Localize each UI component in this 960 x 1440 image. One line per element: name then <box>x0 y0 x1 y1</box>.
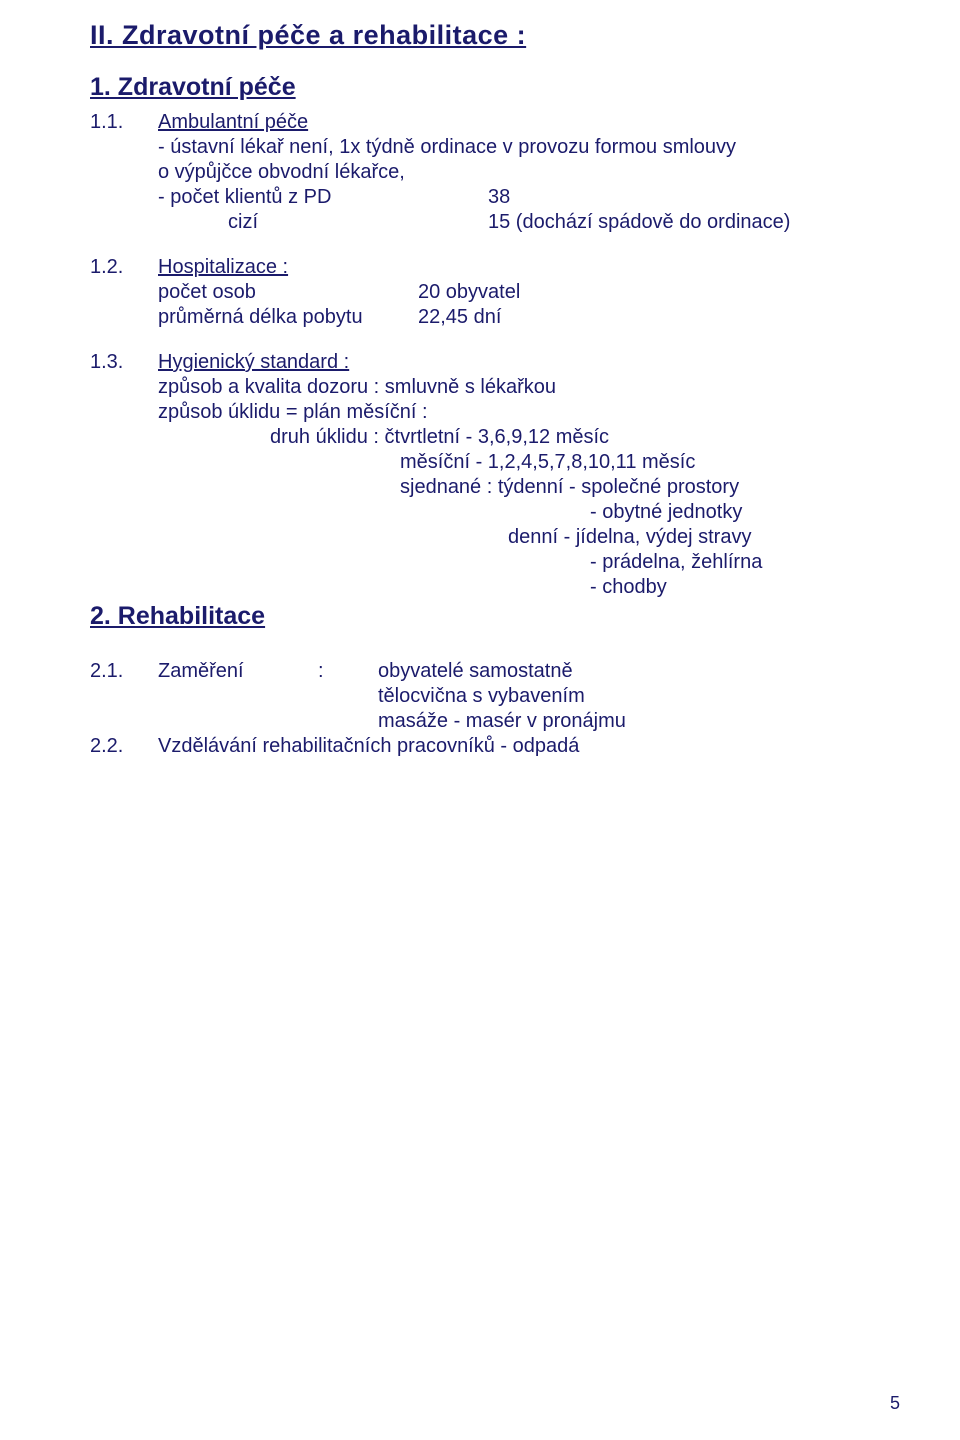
value: 15 (dochází spádově do ordinace) <box>488 210 790 235</box>
subsection-2-heading: 2. Rehabilitace <box>90 602 870 631</box>
item-title: Hospitalizace : <box>158 255 288 280</box>
value: obyvatelé samostatně <box>378 659 573 684</box>
colon: : <box>318 659 378 684</box>
line: druh úklidu : čtvrtletní - 3,6,9,12 měsí… <box>90 425 870 450</box>
line: - prádelna, žehlírna <box>90 550 870 575</box>
line: o výpůjčce obvodní lékařce, <box>90 160 870 185</box>
line: denní - jídelna, výdej stravy <box>90 525 870 550</box>
line: - chodby <box>90 575 870 600</box>
item-num: 1.1. <box>90 110 158 135</box>
line: způsob úklidu = plán měsíční : <box>90 400 870 425</box>
line: Vzdělávání rehabilitačních pracovníků - … <box>158 734 579 759</box>
value: 38 <box>488 185 510 210</box>
item-1-3: 1.3. Hygienický standard : způsob a kval… <box>90 350 870 600</box>
page-number: 5 <box>890 1393 900 1414</box>
line: měsíční - 1,2,4,5,7,8,10,11 měsíc <box>90 450 870 475</box>
item-title: Hygienický standard : <box>158 350 349 375</box>
line: - obytné jednotky <box>90 500 870 525</box>
value: masáže - masér v pronájmu <box>90 709 870 734</box>
value: 22,45 dní <box>418 305 501 330</box>
value: 20 obyvatel <box>418 280 520 305</box>
line: způsob a kvalita dozoru : smluvně s léka… <box>90 375 870 400</box>
line: - ústavní lékař není, 1x týdně ordinace … <box>90 135 870 160</box>
label: Zaměření <box>158 659 318 684</box>
item-num: 2.1. <box>90 659 158 684</box>
item-1-1: 1.1. Ambulantní péče - ústavní lékař nen… <box>90 110 870 235</box>
item-1-2: 1.2. Hospitalizace : počet osob 20 obyva… <box>90 255 870 330</box>
item-title: Ambulantní péče <box>158 110 308 135</box>
item-2-2: 2.2. Vzdělávání rehabilitačních pracovní… <box>90 734 870 759</box>
line: sjednané : týdenní - společné prostory <box>90 475 870 500</box>
subsection-1-heading: 1. Zdravotní péče <box>90 73 870 102</box>
item-2-1: 2.1. Zaměření : obyvatelé samostatně těl… <box>90 659 870 734</box>
item-num: 2.2. <box>90 734 158 759</box>
line: cizí <box>158 210 418 235</box>
item-num: 1.3. <box>90 350 158 375</box>
section-title: II. Zdravotní péče a rehabilitace : <box>90 20 870 51</box>
value: tělocvična s vybavením <box>90 684 870 709</box>
line: - počet klientů z PD <box>158 185 488 210</box>
item-num: 1.2. <box>90 255 158 280</box>
label: počet osob <box>158 280 418 305</box>
label: průměrná délka pobytu <box>158 305 418 330</box>
